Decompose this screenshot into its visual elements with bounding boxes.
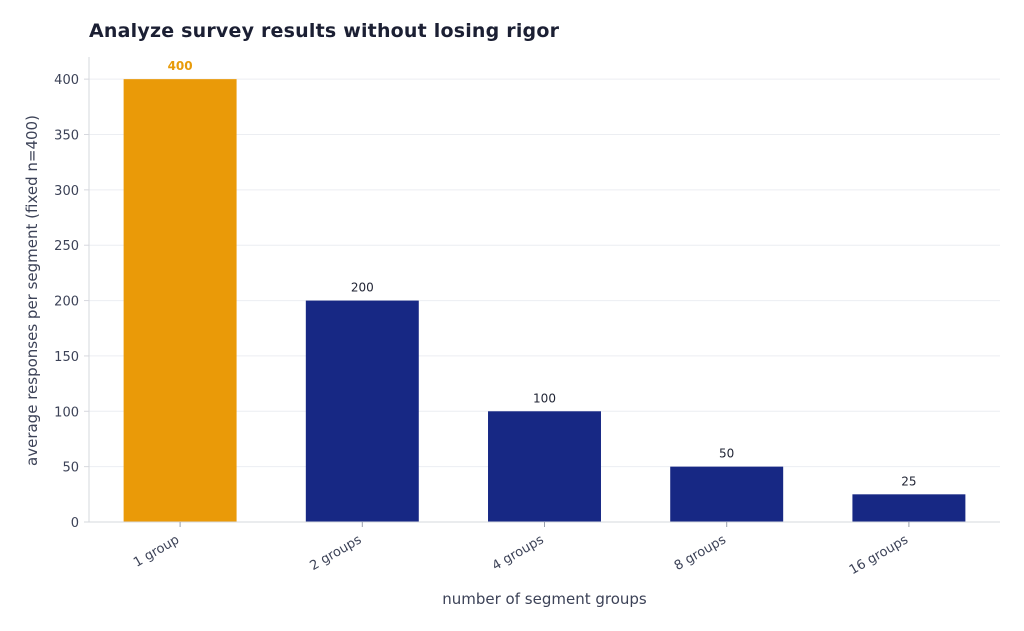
- x-tick-label: 8 groups: [672, 532, 729, 574]
- bar-1-group: [123, 79, 237, 523]
- bars: [123, 79, 966, 523]
- y-tick-label: 150: [54, 350, 79, 365]
- y-tick-label: 100: [54, 405, 79, 420]
- y-axis-title: average responses per segment (fixed n=4…: [23, 115, 41, 466]
- bar-8-groups: [670, 466, 784, 522]
- x-tick-label: 2 groups: [307, 532, 364, 574]
- y-tick-label: 350: [54, 129, 79, 144]
- y-tick-label: 400: [54, 73, 79, 88]
- bar-4-groups: [488, 411, 601, 522]
- data-label: 200: [351, 281, 374, 295]
- y-tick-label: 0: [71, 516, 79, 531]
- y-tick-label: 50: [62, 461, 79, 476]
- y-tick-label: 300: [54, 184, 79, 199]
- data-label: 100: [533, 391, 556, 405]
- chart-title: Analyze survey results without losing ri…: [89, 20, 560, 42]
- y-tick-label: 200: [54, 295, 79, 310]
- bar-2-groups: [305, 300, 419, 522]
- x-tick-label: 16 groups: [847, 532, 911, 578]
- bar-16-groups: [852, 494, 966, 522]
- x-tick-label: 1 group: [131, 532, 182, 570]
- x-tick-label: 4 groups: [490, 532, 547, 574]
- axes: [84, 57, 1000, 527]
- data-label: 400: [168, 59, 193, 73]
- x-axis-title: number of segment groups: [442, 590, 647, 608]
- y-tick-label: 250: [54, 239, 79, 254]
- data-label: 25: [901, 474, 916, 488]
- data-label: 50: [719, 447, 734, 461]
